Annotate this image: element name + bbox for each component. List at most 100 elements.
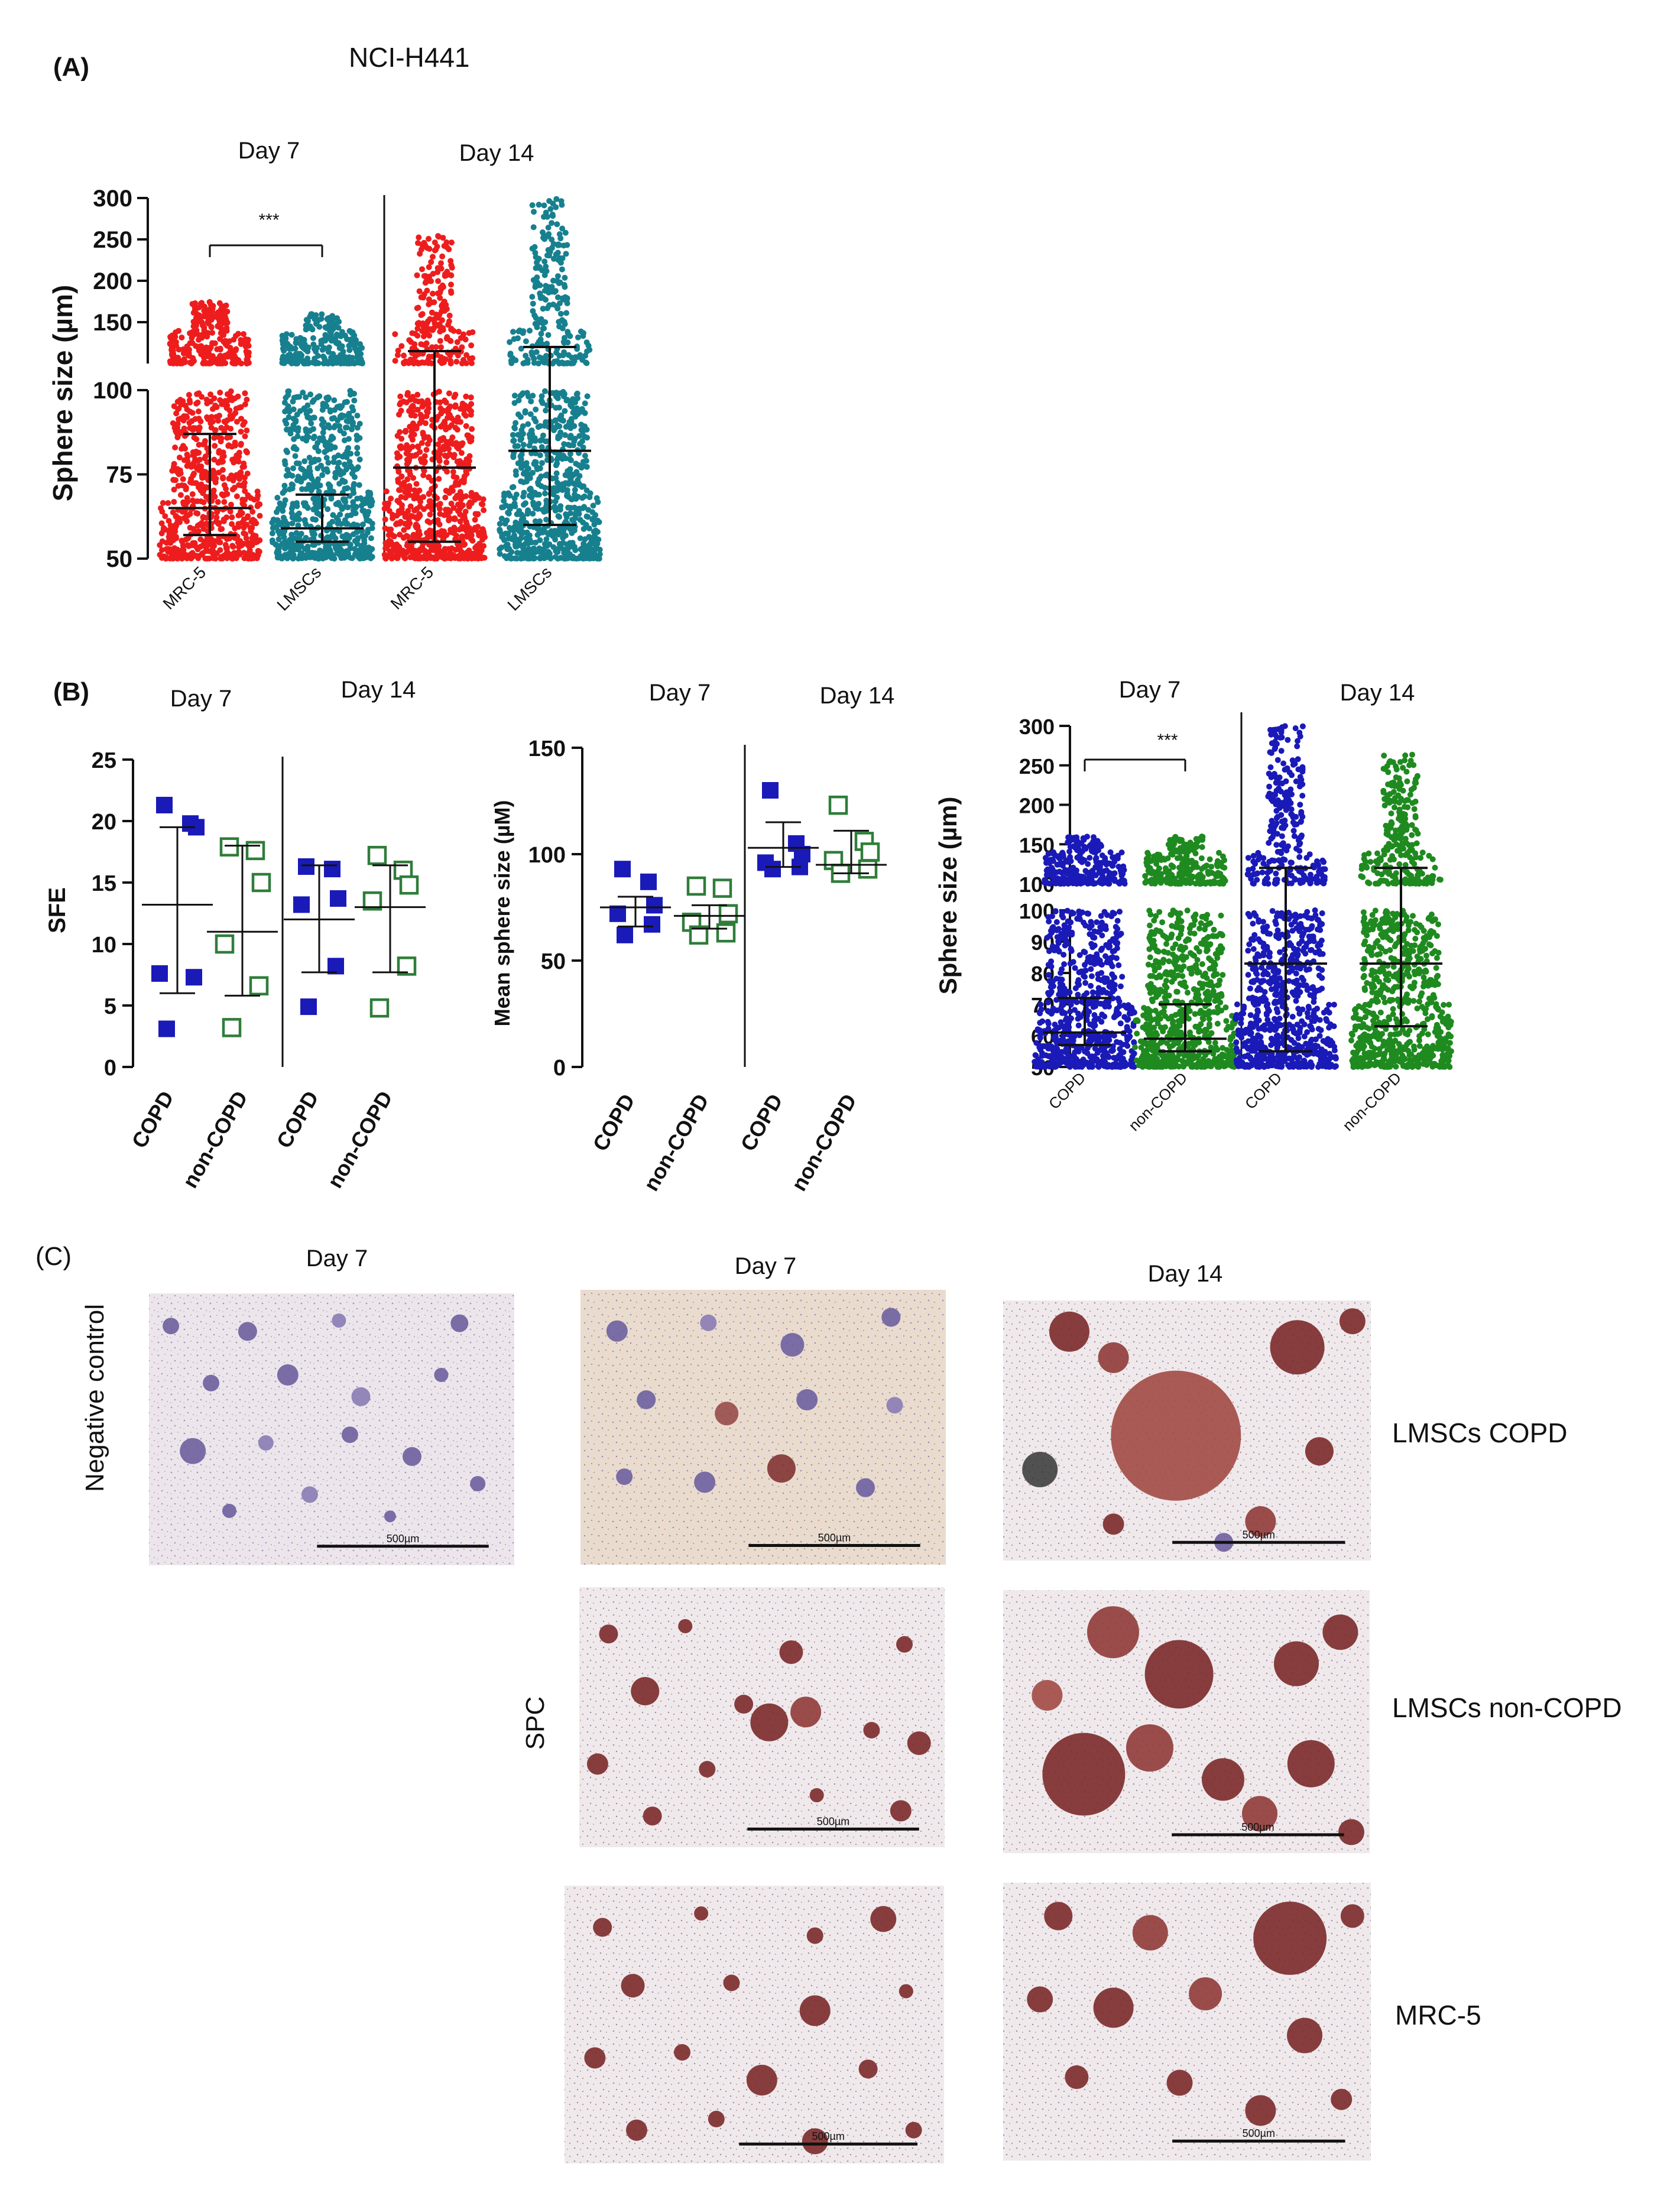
chart-a-data-point [519,391,526,397]
chart-a-data-point [338,333,344,339]
chart-a-data-point [426,236,432,242]
chart-a-data-point [354,495,361,502]
chart-b2-y-tick-label: 150 [528,737,566,761]
chart-a-data-point [585,342,592,349]
chart-a-data-point [427,299,433,306]
chart-b3-data-point [1118,849,1125,856]
chart-a-data-point [238,404,244,410]
chart-a-data-point [585,507,592,513]
chart-a-data-point [329,532,335,539]
chart-a-data-point [363,514,369,520]
chart-b1-y-label: SFE [44,887,70,933]
chart-a-data-point [536,549,543,555]
chart-a-data-point [200,526,207,532]
chart-a-data-point [450,505,457,511]
chart-a-data-point [473,493,480,499]
chart-b3-data-point [1052,1048,1059,1055]
chart-a-data-point [198,481,205,488]
chart-a-data-point [346,459,353,465]
chart-a-data-point [409,453,416,459]
chart-a-data-point [233,419,240,425]
chart-b1-y-tick-label: 5 [104,994,116,1019]
chart-a-data-point [350,466,356,472]
chart-a-data-point [280,353,286,360]
chart-a-data-point [419,266,425,273]
chart-a-data-point [520,442,527,448]
chart-a-data-point [314,501,321,507]
chart-a-data-point [329,313,336,319]
chart-a-data-point [310,341,317,348]
chart-a-data-point [426,264,432,270]
chart-a-data-point [324,447,330,453]
chart-a-data-point [179,556,185,562]
chart-a-data-point [195,555,202,562]
chart-b1-y-tick-label: 0 [104,1056,116,1081]
chart-a-data-point [415,304,421,311]
chart-b3-data-point [1088,922,1095,929]
chart-a-data-point [534,274,540,281]
chart-a-data-point [533,419,539,424]
chart-b3-data-point [1101,975,1108,981]
chart-a-data-point [347,356,353,363]
chart-b3-data-point [1097,1034,1103,1041]
chart-a-data-point [305,318,311,325]
chart-b3-data-point [1075,839,1082,846]
chart-a-data-point [273,541,279,547]
chart-b2-y-tick-label: 100 [528,843,566,868]
chart-a-data-point [440,434,447,441]
chart-a-data-point [559,487,566,493]
chart-a-data-point [404,442,410,448]
chart-a-data-point [534,280,540,286]
chart-a-data-point [538,330,544,337]
chart-a-data-point [394,455,401,461]
chart-a-data-point [332,444,338,450]
chart-a-data-point [554,305,561,312]
chart-b3-data-point [1052,1055,1059,1061]
chart-a-data-point [511,393,518,399]
chart-a-data-point [559,317,565,324]
chart-a-data-point [448,239,455,246]
chart-a-data-point [520,423,526,429]
chart-a-data-point [242,390,248,397]
chart-a-data-point [196,336,202,343]
chart-b3-data-point [1107,860,1113,867]
chart-a-data-point [578,427,585,433]
chart-a-data-point [189,335,195,341]
chart-a-data-point [530,499,536,506]
chart-a-data-point [359,507,366,514]
chart-b3-data-point [1211,926,1217,933]
chart-b3-data-point [1117,1020,1124,1027]
chart-a-data-point [196,466,203,473]
chart-b2-y-tick-label: 50 [541,949,566,974]
chart-b3-data-point [1073,999,1080,1005]
chart-b3-data-point [1131,1050,1137,1057]
chart-a-data-point [354,445,361,451]
chart-b3-data-point [1218,912,1224,919]
chart-a-data-point [562,455,569,462]
chart-a-data-point [435,233,441,239]
chart-a-data-point [167,360,174,366]
chart-b3-data-point [1127,1007,1134,1013]
chart-a-data-point [208,536,215,543]
chart-a-data-point [531,244,538,250]
chart-a-data-point [279,541,286,547]
chart-a-data-point [179,359,186,366]
chart-a-data-point [174,546,181,553]
chart-a-data-point [317,436,323,443]
chart-a-data-point [554,221,560,228]
chart-b3-data-point [1104,912,1110,918]
chart-a-data-point [204,445,210,452]
chart-b3-data-point [1117,880,1123,886]
chart-a-data-point [286,414,292,420]
chart-a-data-point [317,547,323,554]
chart-b3-data-point [1117,1050,1124,1057]
chart-a-data-point [196,521,203,528]
chart-a-data-point [452,516,458,523]
chart-a-data-point [436,476,442,482]
chart-a-data-point [504,541,511,548]
chart-a-data-point [426,541,432,548]
chart-a-data-point [216,458,223,465]
chart-a-data-point [403,427,409,434]
chart-a-data-point [220,338,227,345]
chart-b3-data-point [1111,986,1118,992]
